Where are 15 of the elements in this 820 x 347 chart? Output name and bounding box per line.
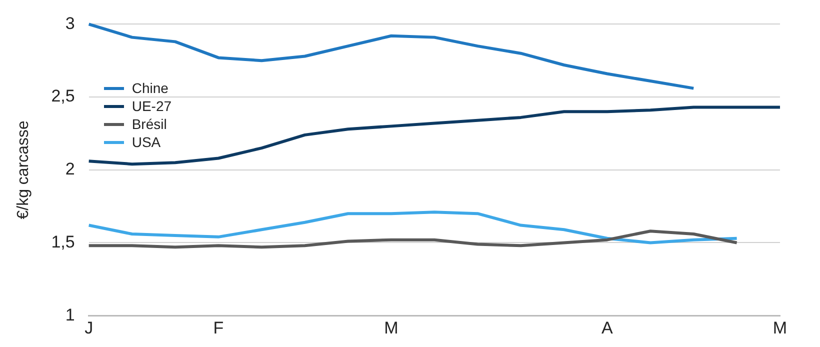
x-tick-label: J bbox=[84, 318, 94, 338]
y-tick-label: 3 bbox=[65, 14, 75, 33]
x-tick-label: A bbox=[602, 318, 614, 338]
legend-label: Chine bbox=[132, 80, 168, 96]
x-tick-label: F bbox=[213, 318, 224, 338]
x-tick-label: M bbox=[772, 318, 788, 338]
y-axis-title: €/kg carcasse bbox=[15, 120, 32, 220]
x-tick-label: M bbox=[384, 318, 398, 338]
y-tick-label: 2 bbox=[65, 160, 75, 179]
legend-label: Brésil bbox=[132, 116, 167, 132]
legend-label: USA bbox=[132, 134, 161, 150]
y-tick-label: 1,5 bbox=[51, 232, 75, 252]
y-tick-label: 2,5 bbox=[51, 86, 75, 106]
legend-label: UE-27 bbox=[132, 98, 172, 114]
y-tick-label: 1 bbox=[65, 305, 75, 324]
